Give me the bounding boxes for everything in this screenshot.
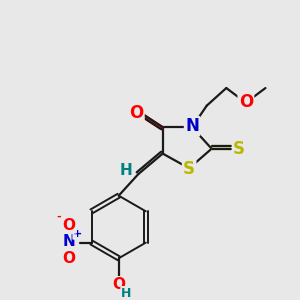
Text: H: H xyxy=(119,163,132,178)
Text: O: O xyxy=(112,277,125,292)
Text: -: - xyxy=(56,212,61,222)
Text: +: + xyxy=(73,229,83,239)
Text: O: O xyxy=(129,103,143,122)
Text: N: N xyxy=(63,234,76,249)
Text: H: H xyxy=(121,287,132,300)
Text: S: S xyxy=(183,160,195,178)
Text: S: S xyxy=(233,140,245,158)
Text: O: O xyxy=(63,251,76,266)
Text: N: N xyxy=(185,117,199,135)
Text: O: O xyxy=(63,218,76,232)
Text: O: O xyxy=(239,93,253,111)
